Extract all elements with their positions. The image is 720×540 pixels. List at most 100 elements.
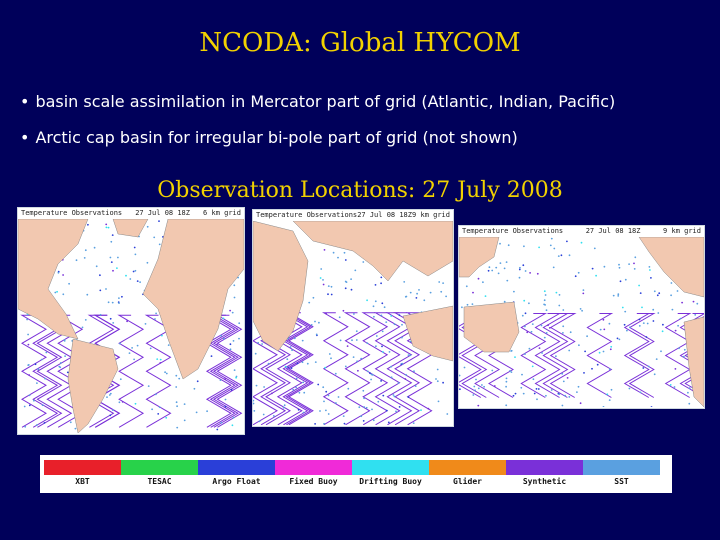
observation-point bbox=[650, 406, 653, 407]
observation-point bbox=[550, 237, 553, 240]
synthetic-track bbox=[520, 313, 548, 398]
observation-point bbox=[459, 374, 461, 377]
observation-point bbox=[327, 413, 330, 415]
observation-point bbox=[513, 290, 515, 293]
observation-point bbox=[314, 423, 316, 425]
observation-point bbox=[442, 381, 444, 384]
observation-point bbox=[322, 279, 324, 281]
observation-point bbox=[156, 358, 159, 360]
observation-point bbox=[232, 416, 235, 419]
observation-point bbox=[323, 400, 325, 403]
observation-point bbox=[365, 406, 368, 409]
observation-point bbox=[356, 360, 358, 363]
legend-swatch bbox=[429, 460, 506, 475]
observation-point bbox=[23, 405, 26, 408]
observation-point bbox=[317, 383, 320, 386]
observation-point bbox=[373, 315, 375, 318]
observation-point bbox=[233, 369, 236, 371]
observation-point bbox=[398, 314, 401, 317]
observation-point bbox=[472, 291, 474, 294]
observation-point bbox=[506, 279, 509, 282]
observation-point bbox=[347, 387, 350, 390]
observation-point bbox=[196, 380, 199, 383]
asia-land bbox=[292, 221, 453, 282]
observation-point bbox=[34, 363, 37, 366]
observation-point bbox=[638, 318, 641, 321]
observation-point bbox=[633, 268, 636, 270]
observation-point bbox=[602, 406, 605, 407]
observation-point bbox=[282, 406, 285, 409]
observation-point bbox=[566, 240, 568, 243]
observation-point bbox=[579, 308, 582, 310]
observation-point bbox=[56, 290, 58, 293]
observation-point bbox=[503, 267, 506, 270]
indian-map-image bbox=[253, 221, 453, 425]
observation-point bbox=[647, 365, 650, 368]
observation-point bbox=[533, 392, 536, 395]
observation-point bbox=[569, 331, 572, 334]
legend-color-bar bbox=[44, 460, 660, 475]
observation-point bbox=[297, 408, 300, 411]
observation-point bbox=[118, 401, 121, 404]
observation-point bbox=[445, 295, 447, 298]
observation-point bbox=[577, 385, 580, 388]
observation-point bbox=[69, 421, 72, 424]
observation-point bbox=[134, 253, 137, 256]
observation-point bbox=[371, 408, 373, 411]
legend-label: Synthetic bbox=[522, 477, 567, 486]
observation-point bbox=[28, 374, 30, 376]
observation-point bbox=[624, 310, 627, 313]
observation-point bbox=[62, 293, 65, 296]
observation-point bbox=[134, 402, 137, 405]
observation-point bbox=[652, 308, 655, 311]
observation-point bbox=[524, 325, 526, 328]
observation-point bbox=[27, 343, 30, 346]
observation-point bbox=[505, 385, 507, 388]
observation-point bbox=[369, 372, 371, 375]
observation-point bbox=[355, 330, 358, 333]
observation-point bbox=[303, 391, 306, 394]
observation-point bbox=[642, 367, 645, 369]
observation-point bbox=[599, 328, 602, 331]
observation-point bbox=[609, 348, 612, 351]
observation-point bbox=[440, 290, 443, 293]
observation-point bbox=[414, 385, 417, 387]
observation-point bbox=[398, 406, 401, 408]
observation-point bbox=[390, 365, 392, 368]
observation-point bbox=[510, 371, 513, 373]
map-obs-label: Temperature Observations bbox=[462, 227, 564, 235]
observation-point bbox=[129, 278, 132, 280]
observation-point bbox=[618, 338, 621, 341]
slide-title: NCODA: Global HYCOM bbox=[199, 28, 521, 58]
bullet-1: • basin scale assimilation in Mercator pa… bbox=[20, 92, 615, 111]
observation-point bbox=[581, 309, 583, 312]
observation-point bbox=[676, 290, 679, 292]
observation-point bbox=[538, 246, 540, 249]
legend-swatch bbox=[583, 460, 660, 475]
observation-point bbox=[57, 271, 60, 274]
observation-point bbox=[298, 391, 301, 394]
observation-point bbox=[514, 392, 517, 395]
observation-point bbox=[395, 410, 397, 413]
observation-point bbox=[105, 223, 108, 226]
observation-point bbox=[566, 377, 569, 379]
observation-point bbox=[295, 377, 298, 380]
observation-point bbox=[564, 394, 566, 397]
observation-point bbox=[112, 269, 114, 272]
observation-point bbox=[555, 291, 558, 294]
observation-point bbox=[267, 362, 270, 365]
observation-point bbox=[382, 394, 385, 397]
observation-point bbox=[229, 348, 232, 351]
synthetic-track bbox=[361, 312, 389, 425]
map-obs-label: Temperature Observations bbox=[256, 211, 358, 219]
observation-point bbox=[126, 320, 128, 323]
observation-point bbox=[423, 299, 426, 302]
observation-point bbox=[370, 378, 372, 381]
observation-point bbox=[465, 285, 468, 288]
observation-point bbox=[619, 280, 622, 283]
observation-point bbox=[493, 385, 496, 387]
observation-point bbox=[134, 269, 137, 272]
observation-point bbox=[550, 389, 553, 391]
observation-point bbox=[510, 350, 512, 352]
observation-point bbox=[28, 394, 31, 397]
